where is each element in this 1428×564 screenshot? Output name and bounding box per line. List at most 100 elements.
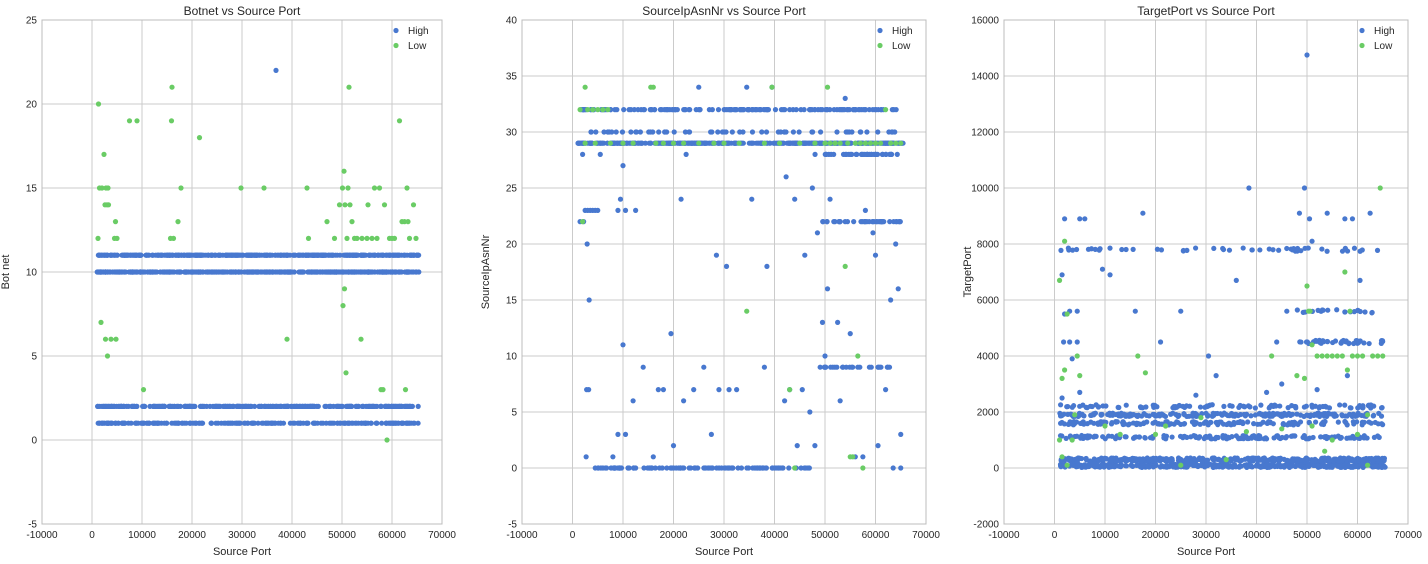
data-point (1263, 436, 1270, 442)
data-point (1193, 392, 1199, 398)
data-point (582, 84, 588, 90)
data-point (1118, 412, 1124, 418)
data-point (284, 336, 290, 342)
data-point (1268, 462, 1275, 468)
data-point (1339, 353, 1345, 359)
data-point (1062, 367, 1068, 373)
data-point (1347, 308, 1353, 314)
data-point (250, 420, 256, 426)
data-point (1213, 373, 1219, 379)
x-axis-label: Source Port (695, 546, 753, 558)
data-point (346, 84, 352, 90)
data-point (1298, 412, 1304, 418)
data-point (860, 465, 866, 471)
data-point (1127, 412, 1133, 418)
data-point (891, 219, 897, 225)
data-point (727, 107, 733, 113)
data-point (1091, 457, 1097, 463)
data-point (1178, 462, 1184, 468)
data-point (1085, 435, 1091, 441)
data-point (864, 219, 870, 225)
data-point (1342, 309, 1348, 315)
data-point (183, 269, 190, 275)
data-point (1322, 455, 1328, 461)
data-point (893, 140, 899, 146)
data-point (721, 129, 727, 135)
data-point (341, 168, 347, 174)
data-point (848, 151, 854, 157)
data-point (671, 129, 677, 135)
data-point (613, 129, 619, 135)
data-point (1319, 353, 1325, 359)
data-point (820, 219, 826, 225)
data-point (1132, 458, 1138, 464)
data-point (1123, 463, 1129, 469)
data-point (380, 387, 386, 393)
data-point (1301, 185, 1308, 191)
data-point (1228, 463, 1234, 470)
data-point (1163, 423, 1169, 429)
data-point (1130, 246, 1136, 252)
data-point (1169, 434, 1175, 440)
y-tick-label: 0 (993, 464, 999, 475)
data-point (888, 297, 894, 303)
data-point (381, 202, 388, 208)
data-point (1077, 420, 1084, 427)
y-tick-label: 16000 (971, 16, 999, 27)
data-point (1262, 411, 1269, 417)
y-tick-label: 5 (31, 352, 37, 363)
data-point (1199, 457, 1206, 464)
data-point (358, 336, 364, 342)
data-point (1286, 458, 1292, 464)
data-point (1334, 307, 1340, 313)
data-point (805, 140, 811, 146)
data-point (1312, 456, 1318, 462)
data-point (169, 84, 175, 90)
legend-marker (877, 27, 883, 34)
data-point (1191, 456, 1197, 462)
data-point (410, 252, 417, 258)
data-point (1134, 462, 1140, 468)
data-point (1362, 309, 1368, 315)
data-point (1117, 463, 1123, 469)
data-point (1155, 421, 1161, 427)
data-point (601, 129, 607, 135)
data-point (588, 140, 595, 146)
data-point (610, 454, 616, 460)
data-point (1056, 277, 1063, 283)
data-point (114, 235, 120, 241)
x-tick-label: 20000 (1142, 530, 1170, 541)
legend-marker (1359, 42, 1365, 49)
legend: High Low (393, 26, 429, 52)
data-point (1315, 307, 1321, 313)
data-point (1319, 420, 1326, 426)
data-point (166, 269, 172, 275)
data-point (1154, 246, 1161, 252)
data-point (1171, 403, 1177, 410)
data-point (303, 252, 309, 258)
series-high (1057, 52, 1388, 471)
data-point (267, 252, 273, 258)
data-point (1309, 423, 1315, 429)
x-tick-label: 60000 (378, 530, 406, 541)
data-point (319, 252, 325, 258)
data-point (1122, 421, 1128, 427)
data-point (744, 465, 750, 471)
data-point (1351, 245, 1358, 251)
data-point (1342, 402, 1348, 408)
y-tick-label: -5 (508, 520, 517, 531)
data-point (155, 252, 161, 258)
data-point (1058, 247, 1064, 253)
data-point (1062, 216, 1068, 222)
data-point (1357, 248, 1363, 254)
data-point (384, 252, 390, 258)
data-point (595, 207, 601, 213)
data-point (1077, 216, 1083, 222)
data-point (1121, 455, 1128, 461)
data-point (890, 465, 896, 471)
data-point (396, 118, 403, 124)
data-point (1205, 422, 1211, 428)
data-point (1192, 462, 1198, 468)
data-point (1366, 419, 1372, 425)
data-point (898, 140, 904, 146)
